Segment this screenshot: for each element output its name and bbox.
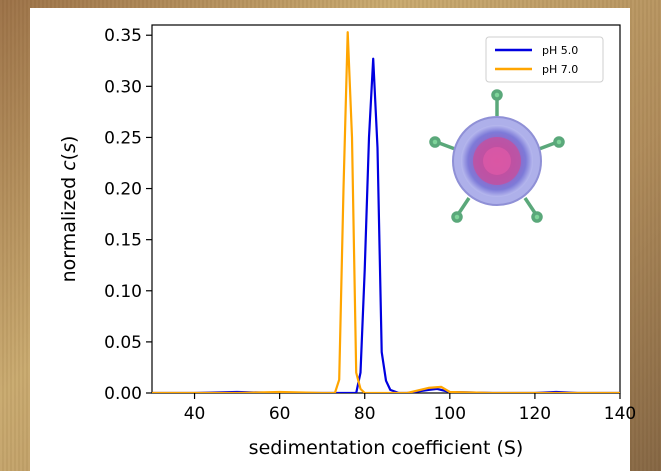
x-tick-label: 60 <box>269 404 291 424</box>
legend-label-ph5: pH 5.0 <box>542 44 578 57</box>
y-tick-label: 0.25 <box>104 128 142 148</box>
y-tick-label: 0.05 <box>104 333 142 353</box>
y-tick-label: 0.35 <box>104 26 142 46</box>
y-tick-label: 0.15 <box>104 231 142 251</box>
x-tick-label: 40 <box>184 404 206 424</box>
y-tick-label: 0.00 <box>104 384 142 404</box>
chart-card <box>30 8 630 471</box>
legend-box <box>485 36 604 83</box>
legend: pH 5.0 pH 7.0 <box>485 36 604 83</box>
x-axis-label: sedimentation coefficient (S) <box>249 437 524 459</box>
x-tick-label: 140 <box>604 404 636 424</box>
y-tick-label: 0.20 <box>104 180 142 200</box>
series-lines <box>152 31 620 393</box>
x-tick-label: 80 <box>354 404 376 424</box>
y-axis-label: normalized c(s) <box>58 136 80 283</box>
x-axis-ticks: 40 60 80 100 120 140 <box>184 393 636 424</box>
y-tick-label: 0.10 <box>104 282 142 302</box>
y-axis-ticks: 0.00 0.05 0.10 0.15 0.20 0.25 0.30 0.35 <box>104 26 152 404</box>
legend-label-ph7: pH 7.0 <box>542 63 578 76</box>
x-tick-label: 100 <box>434 404 466 424</box>
series-line-ph5 <box>152 57 620 393</box>
virus-illustration <box>429 89 565 223</box>
series-line-ph7 <box>152 31 620 393</box>
x-tick-label: 120 <box>519 404 551 424</box>
y-tick-label: 0.30 <box>104 77 142 97</box>
